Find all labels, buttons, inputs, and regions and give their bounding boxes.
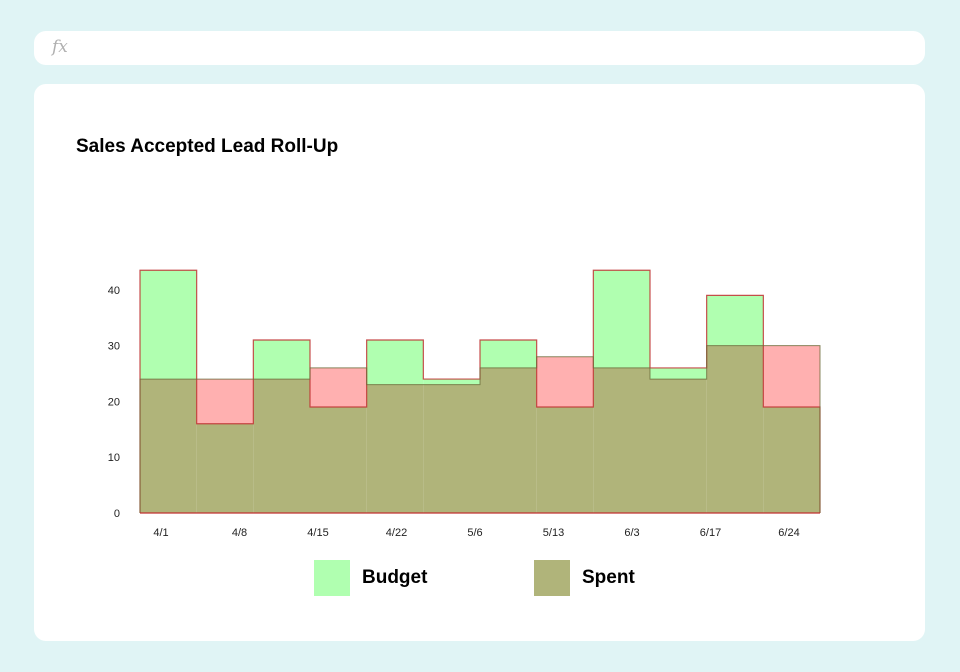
budget-step-6: [480, 340, 537, 368]
budget-step-5: [423, 379, 480, 385]
spent-step-10: [706, 345, 764, 513]
spent-step-3: [310, 406, 367, 513]
x-tick-label-6: 6/3: [624, 527, 639, 539]
budget-step-8: [593, 270, 650, 368]
budget-step-0: [140, 270, 197, 380]
spent-step-8: [593, 367, 650, 513]
legend-label-budget: Budget: [362, 567, 428, 588]
overflow-step-7: [536, 356, 594, 407]
x-tick-label-7: 6/17: [700, 527, 721, 539]
legend-label-spent: Spent: [582, 567, 635, 588]
x-tick-label-0: 4/1: [153, 527, 168, 539]
spent-step-5: [423, 384, 480, 513]
fx-label: fx: [52, 37, 68, 57]
x-tick-label-2: 4/15: [307, 527, 328, 539]
y-tick-label-0: 0: [114, 508, 120, 520]
y-tick-label-4: 40: [108, 285, 120, 297]
spent-step-6: [480, 367, 537, 513]
x-tick-label-3: 4/22: [386, 527, 407, 539]
overflow-step-3: [310, 367, 367, 407]
budget-step-4: [366, 340, 424, 385]
x-tick-label-1: 4/8: [232, 527, 247, 539]
spent-line: [139, 345, 821, 513]
budget-step-10: [706, 295, 764, 346]
overflow-step-1: [196, 379, 254, 424]
overflow-step-11: [763, 345, 820, 407]
legend-item-spent: Spent: [534, 560, 635, 596]
legend-swatch-budget: [314, 560, 350, 596]
legend-item-budget: Budget: [314, 560, 427, 596]
x-tick-label-8: 6/24: [778, 527, 799, 539]
y-tick-label-2: 20: [108, 396, 120, 408]
spent-step-7: [536, 406, 594, 513]
spent-step-2: [253, 379, 310, 513]
chart-plot: 0 10 20 30 40 4/1 4/8 4/15 4/22 5/6 5/13 6/3 6/17 6/2…: [108, 269, 821, 539]
spent-step-11: [763, 406, 820, 513]
budget-step-2: [253, 340, 310, 380]
x-tick-label-5: 5/13: [543, 527, 564, 539]
spent-step-9: [650, 379, 707, 513]
budget-line: [139, 269, 821, 513]
x-tick-label-4: 5/6: [467, 527, 482, 539]
y-tick-label-1: 10: [108, 452, 120, 464]
legend-swatch-spent: [534, 560, 570, 596]
budget-step-9: [650, 367, 707, 380]
spent-step-1: [196, 423, 254, 513]
chart-card: Sales Accepted Lead Roll-Up 0 10 20 30 40 4/1…: [34, 84, 925, 641]
formula-bar[interactable]: fx: [34, 31, 925, 65]
y-tick-label-3: 30: [108, 341, 120, 353]
spent-step-0: [140, 379, 197, 513]
chart-title: Sales Accepted Lead Roll-Up: [76, 136, 339, 157]
spent-step-4: [366, 384, 424, 513]
